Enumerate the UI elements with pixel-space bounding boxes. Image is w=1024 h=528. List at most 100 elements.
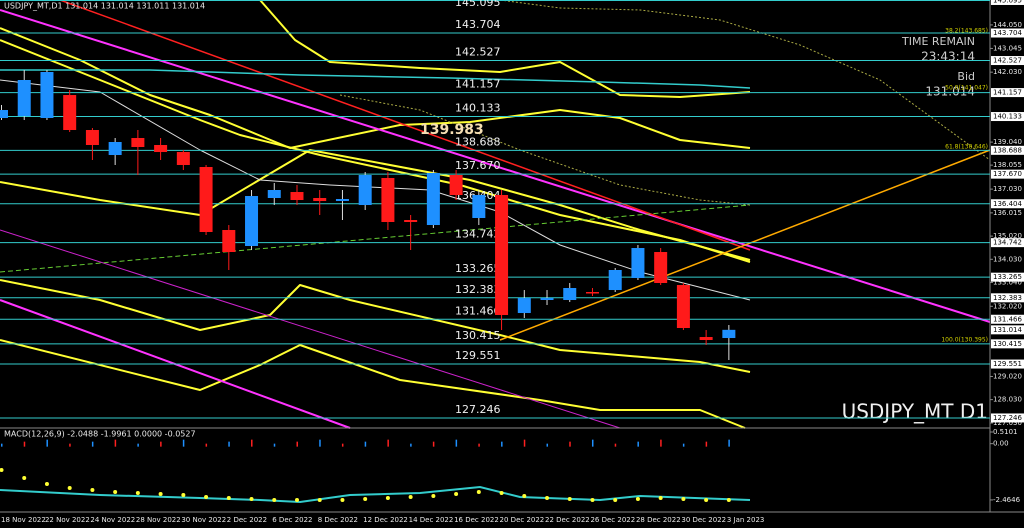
macd-tick-label: 0.00 [993, 440, 1009, 448]
histogram-bar [251, 439, 253, 447]
y-tick-label: 128.030 [993, 396, 1022, 404]
level-label: 145.095 [455, 0, 501, 9]
level-label: 142.527 [455, 46, 501, 59]
histogram-bar [660, 439, 662, 447]
signal-dot [0, 468, 4, 472]
signal-dot [135, 491, 140, 495]
candle-body [449, 175, 463, 196]
level-box [991, 28, 1024, 38]
candle-body [199, 167, 213, 233]
macd-tick-label: 0.5101 [993, 428, 1018, 436]
signal-dot [158, 492, 163, 496]
level-axis-label: 143.704 [993, 29, 1022, 37]
histogram-bar [137, 443, 139, 447]
level-axis-label: 130.415 [993, 340, 1022, 348]
signal-dot [317, 498, 322, 502]
trend-line [499, 149, 991, 341]
candle-body [722, 329, 736, 339]
y-tick-label: 133.040 [993, 278, 1022, 286]
histogram-bar [614, 443, 617, 447]
level-axis-label: 136.404 [993, 200, 1022, 208]
level-label: 131.466 [455, 304, 501, 317]
level-box [991, 238, 1024, 248]
level-label: 137.670 [455, 159, 501, 172]
watermark: USDJPY_MT D1 [842, 400, 988, 424]
ma-line [0, 69, 751, 89]
ichimoku-line [339, 94, 751, 206]
ichimoku-line [499, 0, 991, 161]
y-tick-label: 134.030 [993, 255, 1022, 263]
signal-dot [704, 498, 709, 502]
candle-body [222, 229, 236, 253]
level-axis-label: 141.157 [993, 89, 1022, 97]
candle-body [699, 337, 713, 341]
histogram-bar [228, 441, 230, 447]
level-axis-label: 142.527 [993, 57, 1022, 65]
level-box [991, 339, 1024, 349]
histogram-bar [455, 439, 458, 447]
signal-dot [272, 498, 277, 502]
band-line [0, 27, 751, 149]
macd-signal [0, 439, 731, 502]
level-box [991, 169, 1024, 179]
level-label: 134.742 [455, 228, 501, 241]
candle-body [426, 172, 440, 226]
signal-dot [545, 496, 550, 500]
band-line [0, 339, 746, 429]
x-tick-label: 20 Dec 2022 [500, 516, 545, 524]
histogram-bar [364, 441, 367, 447]
histogram-bar [591, 439, 594, 447]
level-box [991, 199, 1024, 209]
candle-body [404, 220, 418, 222]
level-axis-label: 137.670 [993, 170, 1022, 178]
histogram-bar [546, 443, 549, 447]
signal-dot [726, 498, 731, 502]
histogram-bar [205, 443, 208, 447]
x-tick-label: 28 Dec 2022 [636, 516, 681, 524]
x-tick-label: 8 Dec 2022 [318, 516, 358, 524]
candle-body [585, 292, 599, 294]
level-box [991, 145, 1024, 155]
level-box [991, 0, 1024, 5]
histogram-bar [728, 439, 730, 447]
histogram-bar [341, 443, 344, 447]
histogram-bar [91, 441, 94, 447]
histogram-bar [637, 441, 639, 447]
candle-body [17, 79, 31, 116]
histogram-bar [69, 443, 71, 447]
histogram-bar [1, 443, 3, 447]
level-axis-label: 131.466 [993, 315, 1022, 323]
signal-dot [181, 493, 186, 497]
candle-body [608, 269, 622, 291]
signal-dot [44, 482, 49, 486]
level-box [991, 88, 1024, 98]
histogram-bar [410, 443, 412, 447]
level-axis-label: 133.265 [993, 273, 1022, 281]
candle-body [358, 175, 372, 206]
level-box [991, 293, 1024, 303]
candle-body [335, 199, 349, 202]
signal-dot [67, 486, 72, 490]
x-tick-label: 26 Dec 2022 [590, 516, 635, 524]
x-tick-label: 14 Dec 2022 [409, 516, 454, 524]
candle-body [154, 144, 168, 153]
bid-axis-label: 131.014 [993, 326, 1022, 334]
signal-dot [113, 490, 118, 494]
signal-dot [522, 494, 527, 498]
candle-body [517, 298, 531, 314]
candle-body [313, 198, 327, 202]
band-line [259, 0, 751, 98]
x-tick-label: 2 Dec 2022 [227, 516, 267, 524]
y-tick-label: 132.020 [993, 302, 1022, 310]
signal-dot [22, 476, 27, 480]
ma-line [0, 204, 751, 273]
candle-body [176, 152, 190, 165]
x-tick-label: 30 Nov 2022 [181, 516, 226, 524]
level-label: 132.383 [455, 283, 501, 296]
candle-body [245, 196, 259, 246]
level-label: 129.551 [455, 349, 501, 362]
signal-dot [567, 497, 572, 501]
signal-dot [658, 496, 663, 500]
fib-label: 100.0(130.395) [941, 337, 988, 344]
